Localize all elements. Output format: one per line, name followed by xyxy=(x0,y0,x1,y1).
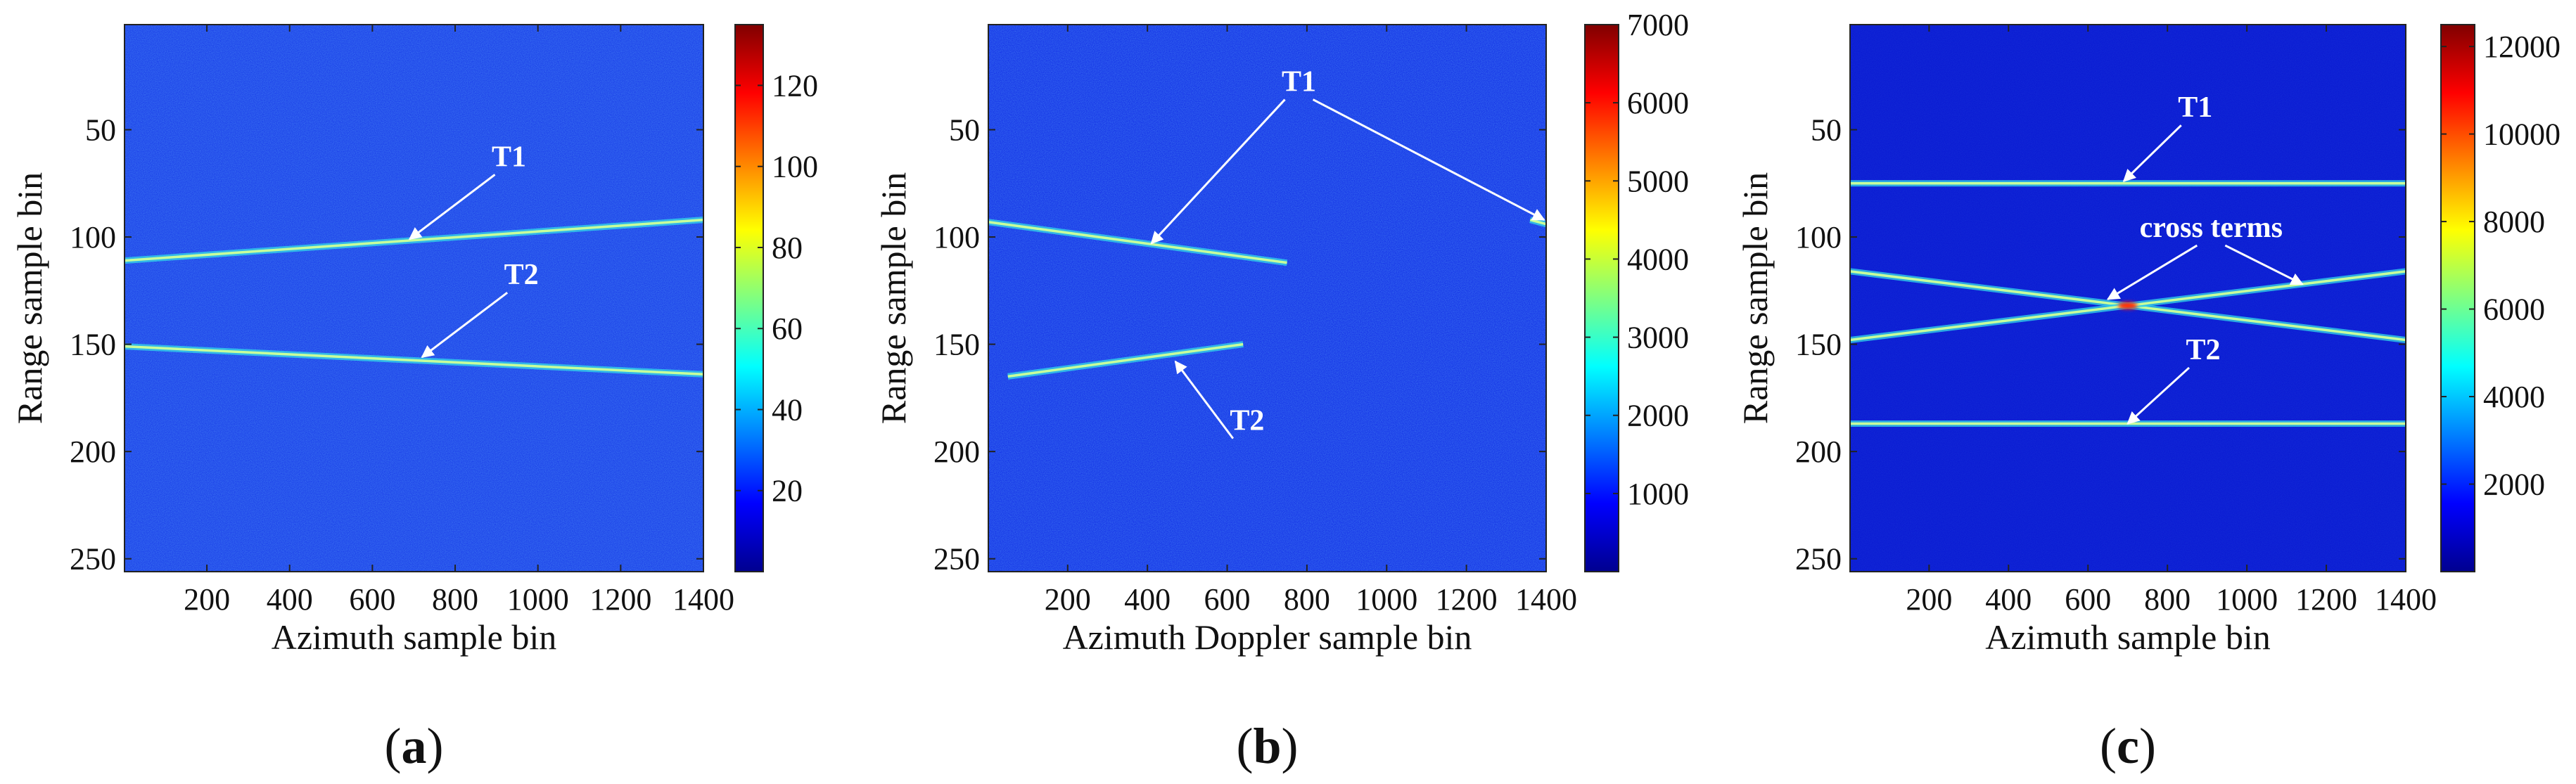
y-tick-label: 100 xyxy=(1795,220,1842,255)
y-tick-label: 200 xyxy=(70,435,116,469)
y-tick-label: 250 xyxy=(70,542,116,577)
x-axis-label: Azimuth Doppler sample bin xyxy=(1063,617,1472,657)
cross-term-peak xyxy=(2117,302,2138,309)
y-axis-label: Range sample bin xyxy=(874,172,913,424)
annotation-label: T2 xyxy=(1230,405,1264,437)
panel-caption: (c) xyxy=(2100,718,2156,774)
panel-a: 200 400 600 800 1000 1200 1400 50 100 150 200 250 Az… xyxy=(10,24,818,774)
colorbar-tick-label: 80 xyxy=(772,231,803,265)
heatmap-noise xyxy=(125,25,703,572)
heatmap-noise xyxy=(1850,25,2406,572)
target-stripe xyxy=(988,220,1287,264)
x-tick-label: 200 xyxy=(1045,582,1091,617)
colorbar-tick-label: 10000 xyxy=(2483,117,2561,152)
axes-frame xyxy=(1849,24,2406,572)
annotation-arrow xyxy=(1150,98,1286,245)
x-tick-label: 800 xyxy=(2144,582,2191,617)
annotation-arrow xyxy=(2127,366,2191,425)
y-tick-label: 150 xyxy=(933,328,980,362)
x-tick-label: 200 xyxy=(184,582,230,617)
annotation-arrow xyxy=(2106,244,2198,300)
annotation-label: T2 xyxy=(504,259,539,291)
annotation-label: T2 xyxy=(2186,334,2221,366)
target-stripe xyxy=(1007,342,1244,378)
x-tick-label: 1200 xyxy=(1436,582,1498,617)
x-tick-label: 1000 xyxy=(1356,582,1417,617)
annotation-arrow xyxy=(421,291,509,359)
x-tick-label: 600 xyxy=(2065,582,2111,617)
x-tick-label: 400 xyxy=(1124,582,1171,617)
y-tick-label: 200 xyxy=(933,435,980,469)
x-tick-label: 1200 xyxy=(2295,582,2357,617)
heatmap-noise xyxy=(988,25,1546,572)
y-tick-label: 50 xyxy=(1811,113,1842,147)
y-tick-label: 50 xyxy=(85,113,116,147)
colorbar-tick-label: 12000 xyxy=(2483,30,2561,64)
y-axis-label: Range sample bin xyxy=(1735,172,1775,424)
x-tick-label: 1000 xyxy=(507,582,569,617)
panel-b: 200 400 600 800 1000 1200 1400 50 100 150 200 250 Az… xyxy=(874,8,1689,774)
annotation-arrow xyxy=(2224,244,2304,285)
y-tick-label: 50 xyxy=(949,113,980,147)
colorbar-tick-label: 5000 xyxy=(1627,164,1689,198)
x-tick-label: 600 xyxy=(349,582,395,617)
annotation-arrow xyxy=(2122,124,2182,182)
axes-frame xyxy=(988,24,1547,572)
colorbar-tick-label: 2000 xyxy=(1627,399,1689,433)
target-stripe xyxy=(125,345,703,376)
annotation-arrow xyxy=(408,174,496,240)
annotation-label: T1 xyxy=(2178,91,2212,124)
x-tick-label: 200 xyxy=(1906,582,1952,617)
y-tick-label: 100 xyxy=(70,220,116,255)
colorbar-tick-label: 20 xyxy=(772,474,803,508)
target-stripe xyxy=(1529,218,1546,226)
colorbar xyxy=(734,24,764,572)
annotation-arrow xyxy=(1312,98,1545,221)
colorbar-tick-label: 1000 xyxy=(1627,477,1689,511)
colorbar-tick-label: 6000 xyxy=(1627,86,1689,120)
x-axis-label: Azimuth sample bin xyxy=(272,617,557,657)
y-tick-label: 100 xyxy=(933,220,980,255)
y-tick-label: 150 xyxy=(70,328,116,362)
colorbar xyxy=(1584,24,1619,572)
colorbar-tick-label: 4000 xyxy=(1627,242,1689,276)
colorbar-tick-label: 40 xyxy=(772,392,803,427)
colorbar-tick-label: 2000 xyxy=(2483,468,2545,502)
annotation-label: T1 xyxy=(1282,66,1316,98)
x-tick-label: 1400 xyxy=(2375,582,2437,617)
y-axis-label: Range sample bin xyxy=(10,172,49,424)
colorbar-tick-label: 60 xyxy=(772,311,803,346)
y-tick-label: 200 xyxy=(1795,435,1842,469)
panel-caption: (a) xyxy=(385,718,444,774)
x-tick-label: 800 xyxy=(432,582,478,617)
panel-c: 200 400 600 800 1000 1200 1400 50 100 150 200 250 Az… xyxy=(1735,24,2561,774)
colorbar-tick-label: 6000 xyxy=(2483,293,2545,327)
panel-caption: (b) xyxy=(1236,718,1298,774)
colorbar-tick-label: 3000 xyxy=(1627,321,1689,355)
x-tick-label: 800 xyxy=(1284,582,1330,617)
y-tick-label: 250 xyxy=(933,542,980,577)
target-stripe xyxy=(125,218,703,262)
colorbar-tick-label: 120 xyxy=(772,68,818,103)
x-axis-label: Azimuth sample bin xyxy=(1985,617,2271,657)
x-tick-label: 1200 xyxy=(589,582,651,617)
annotation-arrow xyxy=(1174,360,1235,439)
colorbar-tick-label: 8000 xyxy=(2483,205,2545,239)
x-tick-label: 1400 xyxy=(672,582,734,617)
x-tick-label: 1400 xyxy=(1515,582,1577,617)
axes-frame xyxy=(124,24,704,572)
y-tick-label: 150 xyxy=(1795,328,1842,362)
colorbar xyxy=(2440,24,2475,572)
colorbar-tick-label: 7000 xyxy=(1627,8,1689,42)
x-tick-label: 600 xyxy=(1204,582,1251,617)
annotation-label: cross terms xyxy=(2140,212,2283,244)
x-tick-label: 400 xyxy=(267,582,313,617)
x-tick-label: 400 xyxy=(1985,582,2032,617)
annotation-label: T1 xyxy=(492,141,526,173)
colorbar-tick-label: 4000 xyxy=(2483,380,2545,414)
x-tick-label: 1000 xyxy=(2216,582,2278,617)
colorbar-tick-label: 100 xyxy=(772,150,818,184)
y-tick-label: 250 xyxy=(1795,542,1842,577)
